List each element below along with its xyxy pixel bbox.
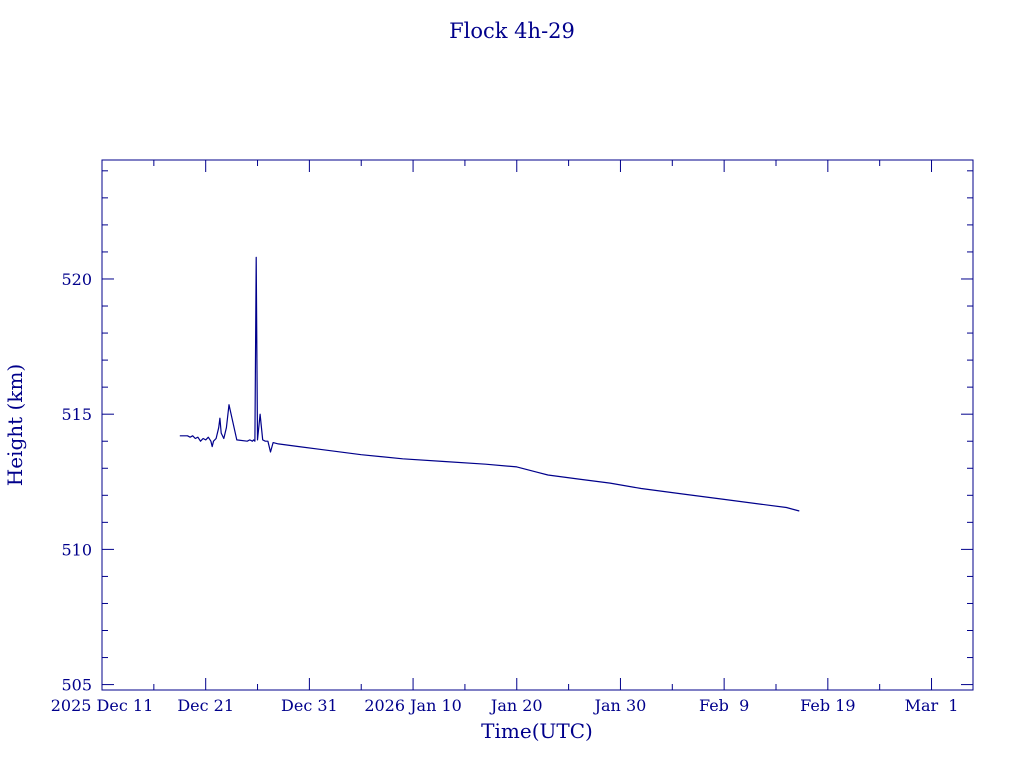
height-series-line: [179, 256, 800, 512]
x-tick-label: Mar 1: [905, 696, 959, 715]
y-tick-label: 505: [61, 676, 92, 695]
y-tick-label: 520: [61, 270, 92, 289]
y-tick-labels: 505 510 515 520: [61, 270, 92, 695]
x-tick-label: 2025 Dec 11: [51, 696, 154, 715]
x-tick-label: Dec 21: [177, 696, 234, 715]
x-tick-label: Feb 9: [699, 696, 749, 715]
x-tick-label: Jan 30: [593, 696, 647, 715]
axis-ticks: [101, 160, 973, 690]
x-tick-labels: 2025 Dec 11 Dec 21 Dec 31 2026 Jan 10 Jan 20…: [51, 696, 959, 715]
y-axis-label: Height (km): [3, 364, 27, 486]
x-axis-label: Time(UTC): [481, 719, 593, 743]
x-tick-label: Dec 31: [281, 696, 338, 715]
plot-frame: [101, 159, 974, 691]
y-tick-label: 515: [61, 405, 92, 424]
y-tick-label: 510: [61, 540, 92, 559]
chart-title: Flock 4h-29: [449, 19, 575, 43]
x-tick-label: 2026 Jan 10: [364, 696, 462, 715]
x-tick-label: Jan 20: [489, 696, 543, 715]
x-tick-label: Feb 19: [800, 696, 855, 715]
